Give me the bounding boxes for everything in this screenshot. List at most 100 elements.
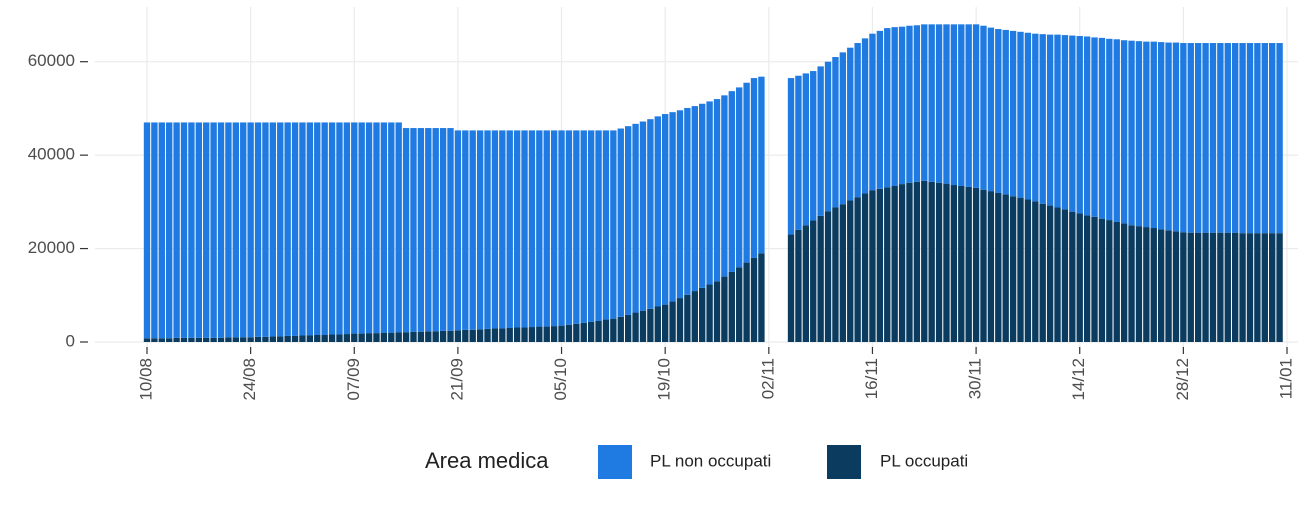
bar-segment <box>980 189 987 342</box>
bar-segment <box>299 335 306 342</box>
x-tick-label: 07/09 <box>344 358 363 401</box>
bar-segment <box>395 332 402 342</box>
bar-segment <box>1120 223 1128 342</box>
bar-segment <box>1165 230 1172 342</box>
bar-segment <box>1046 34 1054 206</box>
x-tick-label: 10/08 <box>136 358 155 401</box>
bar-segment <box>210 337 217 342</box>
bar-segment <box>647 119 654 309</box>
bar-segment <box>987 27 995 192</box>
legend-key <box>827 445 861 479</box>
bar-segment <box>143 122 151 339</box>
bar-segment <box>217 337 225 342</box>
bar-segment <box>573 323 580 342</box>
bar-segment <box>876 30 884 189</box>
bar-segment <box>188 122 195 338</box>
bar-segment <box>750 78 758 258</box>
bar-segment <box>262 336 269 342</box>
x-tick-label: 02/11 <box>758 358 777 399</box>
bar-segment <box>1113 39 1120 222</box>
bar-segment <box>1276 233 1283 342</box>
bar-segment <box>151 338 158 342</box>
bar-segment <box>1269 233 1276 342</box>
legend-label: PL occupati <box>880 451 968 470</box>
bar-segment <box>706 284 713 342</box>
bar-segment <box>232 122 240 338</box>
bar-segment <box>972 187 980 342</box>
bar-segment <box>1069 35 1076 212</box>
bar-segment <box>928 24 935 182</box>
bar-segment <box>750 257 758 342</box>
bar-segment <box>1224 43 1231 233</box>
bar-segment <box>824 211 832 342</box>
bar-segment <box>180 337 188 342</box>
bar-segment <box>550 130 558 327</box>
bar-segment <box>913 25 921 182</box>
bar-segment <box>1009 30 1017 197</box>
bar-segment <box>1209 43 1217 233</box>
bar-segment <box>795 229 802 342</box>
bar-segment <box>1217 43 1224 233</box>
bar-segment <box>203 337 210 342</box>
bar-segment <box>691 106 698 292</box>
bar-segment <box>1024 199 1032 342</box>
bar-segment <box>1194 43 1202 233</box>
bar-segment <box>484 328 491 342</box>
bar-segment <box>321 122 328 335</box>
bar-segment <box>691 291 698 342</box>
bar-segment <box>462 329 469 342</box>
bar-segment <box>869 33 876 191</box>
bar-segment <box>565 130 573 325</box>
bar-segment <box>277 122 284 337</box>
bar-segment <box>1135 226 1143 342</box>
bar-segment <box>787 78 795 235</box>
bar-segment <box>1128 225 1135 342</box>
bar-segment <box>469 130 476 330</box>
bar-segment <box>425 331 432 342</box>
bar-segment <box>565 324 573 342</box>
bar-segment <box>647 308 654 342</box>
y-tick-label: 40000 <box>28 145 75 164</box>
bar-segment <box>462 130 469 330</box>
bar-segment <box>602 130 610 320</box>
bar-segment <box>402 128 410 333</box>
bar-segment <box>617 128 624 317</box>
bar-segment <box>1180 43 1187 233</box>
y-tick-label: 20000 <box>28 238 75 257</box>
bar-segment <box>247 122 254 338</box>
bar-segment <box>173 337 180 342</box>
bar-segment <box>491 130 499 329</box>
bar-segment <box>817 215 824 342</box>
bar-segment <box>935 24 943 183</box>
bar-segment <box>314 122 321 335</box>
bar-segment <box>373 122 380 334</box>
bar-segment <box>1069 211 1076 342</box>
bar-segment <box>743 262 750 342</box>
bar-segment <box>728 271 735 342</box>
bar-segment <box>1246 233 1254 342</box>
bar-segment <box>950 185 958 342</box>
bar-segment <box>432 128 439 332</box>
bar-segment <box>158 338 165 342</box>
bar-segment <box>1194 232 1202 342</box>
bar-segment <box>506 130 513 328</box>
bar-segment <box>343 122 351 335</box>
bar-segment <box>669 112 676 302</box>
bar-segment <box>884 28 891 188</box>
bar-segment <box>1076 213 1083 342</box>
bar-segment <box>1254 43 1261 234</box>
bar-segment <box>684 107 691 295</box>
bar-segment <box>143 338 151 342</box>
bar-segment <box>1032 201 1039 342</box>
bar-segment <box>447 128 454 331</box>
bar-segment <box>861 193 869 342</box>
bar-segment <box>610 130 617 319</box>
bar-segment <box>847 200 854 342</box>
bar-segment <box>225 122 232 338</box>
bar-segment <box>1261 43 1268 234</box>
bar-segment <box>943 183 950 342</box>
bar-segment <box>195 337 203 342</box>
bar-segment <box>810 71 817 221</box>
bar-segment <box>351 122 358 334</box>
bar-segment <box>158 122 165 339</box>
